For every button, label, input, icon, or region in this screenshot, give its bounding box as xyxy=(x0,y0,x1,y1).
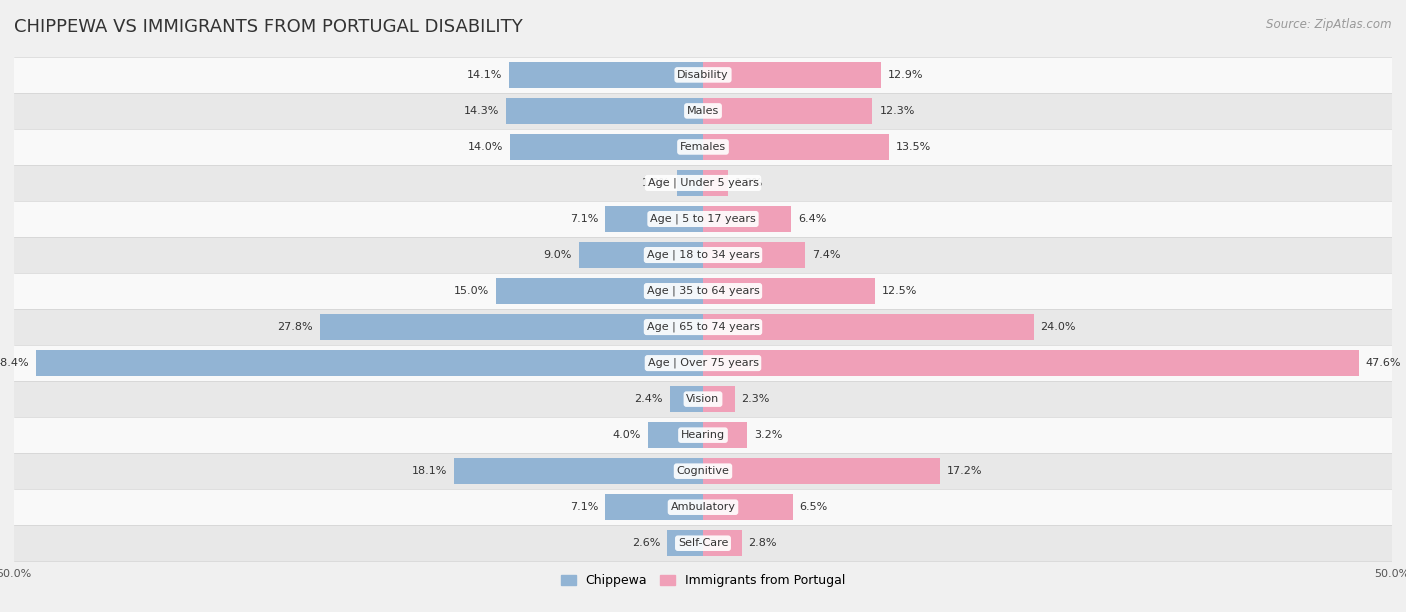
Text: 6.4%: 6.4% xyxy=(799,214,827,224)
Text: Females: Females xyxy=(681,142,725,152)
Bar xyxy=(496,278,703,304)
Text: Vision: Vision xyxy=(686,394,720,404)
Text: 7.4%: 7.4% xyxy=(811,250,841,260)
Text: 9.0%: 9.0% xyxy=(544,250,572,260)
Text: 2.6%: 2.6% xyxy=(631,538,661,548)
Text: 13.5%: 13.5% xyxy=(896,142,931,152)
Bar xyxy=(648,422,703,448)
Bar xyxy=(14,489,1392,525)
Bar xyxy=(703,206,792,232)
Text: 47.6%: 47.6% xyxy=(1365,358,1402,368)
Text: Age | Under 5 years: Age | Under 5 years xyxy=(648,177,758,188)
Bar xyxy=(14,273,1392,309)
Text: 12.5%: 12.5% xyxy=(882,286,918,296)
Bar xyxy=(454,458,703,484)
Bar xyxy=(605,494,703,520)
Text: 18.1%: 18.1% xyxy=(412,466,447,476)
Text: 2.3%: 2.3% xyxy=(741,394,770,404)
Text: 14.0%: 14.0% xyxy=(468,142,503,152)
Text: Source: ZipAtlas.com: Source: ZipAtlas.com xyxy=(1267,18,1392,31)
Bar xyxy=(703,278,875,304)
Bar xyxy=(14,93,1392,129)
Bar xyxy=(14,417,1392,453)
Bar xyxy=(703,314,1033,340)
Bar xyxy=(703,242,806,268)
Text: Hearing: Hearing xyxy=(681,430,725,440)
Text: 14.1%: 14.1% xyxy=(467,70,502,80)
Text: 48.4%: 48.4% xyxy=(0,358,30,368)
Bar xyxy=(676,170,703,196)
Bar xyxy=(703,494,793,520)
Bar xyxy=(14,237,1392,273)
Bar xyxy=(14,453,1392,489)
Bar xyxy=(703,98,873,124)
Text: 12.3%: 12.3% xyxy=(879,106,915,116)
Text: Disability: Disability xyxy=(678,70,728,80)
Bar xyxy=(14,381,1392,417)
Text: 7.1%: 7.1% xyxy=(569,214,599,224)
Bar xyxy=(703,62,880,88)
Bar xyxy=(14,525,1392,561)
Text: Males: Males xyxy=(688,106,718,116)
Text: Age | Over 75 years: Age | Over 75 years xyxy=(648,358,758,368)
Text: 7.1%: 7.1% xyxy=(569,502,599,512)
Text: Cognitive: Cognitive xyxy=(676,466,730,476)
Text: Ambulatory: Ambulatory xyxy=(671,502,735,512)
Bar xyxy=(669,386,703,412)
Bar xyxy=(668,530,703,556)
Bar xyxy=(510,134,703,160)
Text: 24.0%: 24.0% xyxy=(1040,322,1076,332)
Text: 2.4%: 2.4% xyxy=(634,394,664,404)
Bar xyxy=(14,309,1392,345)
Bar xyxy=(703,386,735,412)
Text: 14.3%: 14.3% xyxy=(464,106,499,116)
Bar xyxy=(703,350,1358,376)
Text: 1.8%: 1.8% xyxy=(735,178,763,188)
Bar xyxy=(579,242,703,268)
Bar xyxy=(703,422,747,448)
Bar xyxy=(321,314,703,340)
Bar xyxy=(605,206,703,232)
Text: CHIPPEWA VS IMMIGRANTS FROM PORTUGAL DISABILITY: CHIPPEWA VS IMMIGRANTS FROM PORTUGAL DIS… xyxy=(14,18,523,36)
Text: 2.8%: 2.8% xyxy=(748,538,778,548)
Bar xyxy=(14,201,1392,237)
Bar xyxy=(14,129,1392,165)
Text: Age | 35 to 64 years: Age | 35 to 64 years xyxy=(647,286,759,296)
Text: 6.5%: 6.5% xyxy=(800,502,828,512)
Bar xyxy=(14,345,1392,381)
Bar xyxy=(14,57,1392,93)
Text: Age | 18 to 34 years: Age | 18 to 34 years xyxy=(647,250,759,260)
Text: Age | 65 to 74 years: Age | 65 to 74 years xyxy=(647,322,759,332)
Text: 17.2%: 17.2% xyxy=(946,466,983,476)
Bar xyxy=(14,165,1392,201)
Text: Age | 5 to 17 years: Age | 5 to 17 years xyxy=(650,214,756,224)
Bar xyxy=(703,458,941,484)
Text: 4.0%: 4.0% xyxy=(613,430,641,440)
Text: 3.2%: 3.2% xyxy=(754,430,782,440)
Bar xyxy=(703,134,889,160)
Legend: Chippewa, Immigrants from Portugal: Chippewa, Immigrants from Portugal xyxy=(555,569,851,592)
Bar xyxy=(37,350,703,376)
Text: 15.0%: 15.0% xyxy=(454,286,489,296)
Bar xyxy=(506,98,703,124)
Text: 12.9%: 12.9% xyxy=(887,70,924,80)
Text: 1.9%: 1.9% xyxy=(641,178,669,188)
Bar xyxy=(703,530,741,556)
Bar xyxy=(703,170,728,196)
Bar xyxy=(509,62,703,88)
Text: 27.8%: 27.8% xyxy=(277,322,314,332)
Text: Self-Care: Self-Care xyxy=(678,538,728,548)
